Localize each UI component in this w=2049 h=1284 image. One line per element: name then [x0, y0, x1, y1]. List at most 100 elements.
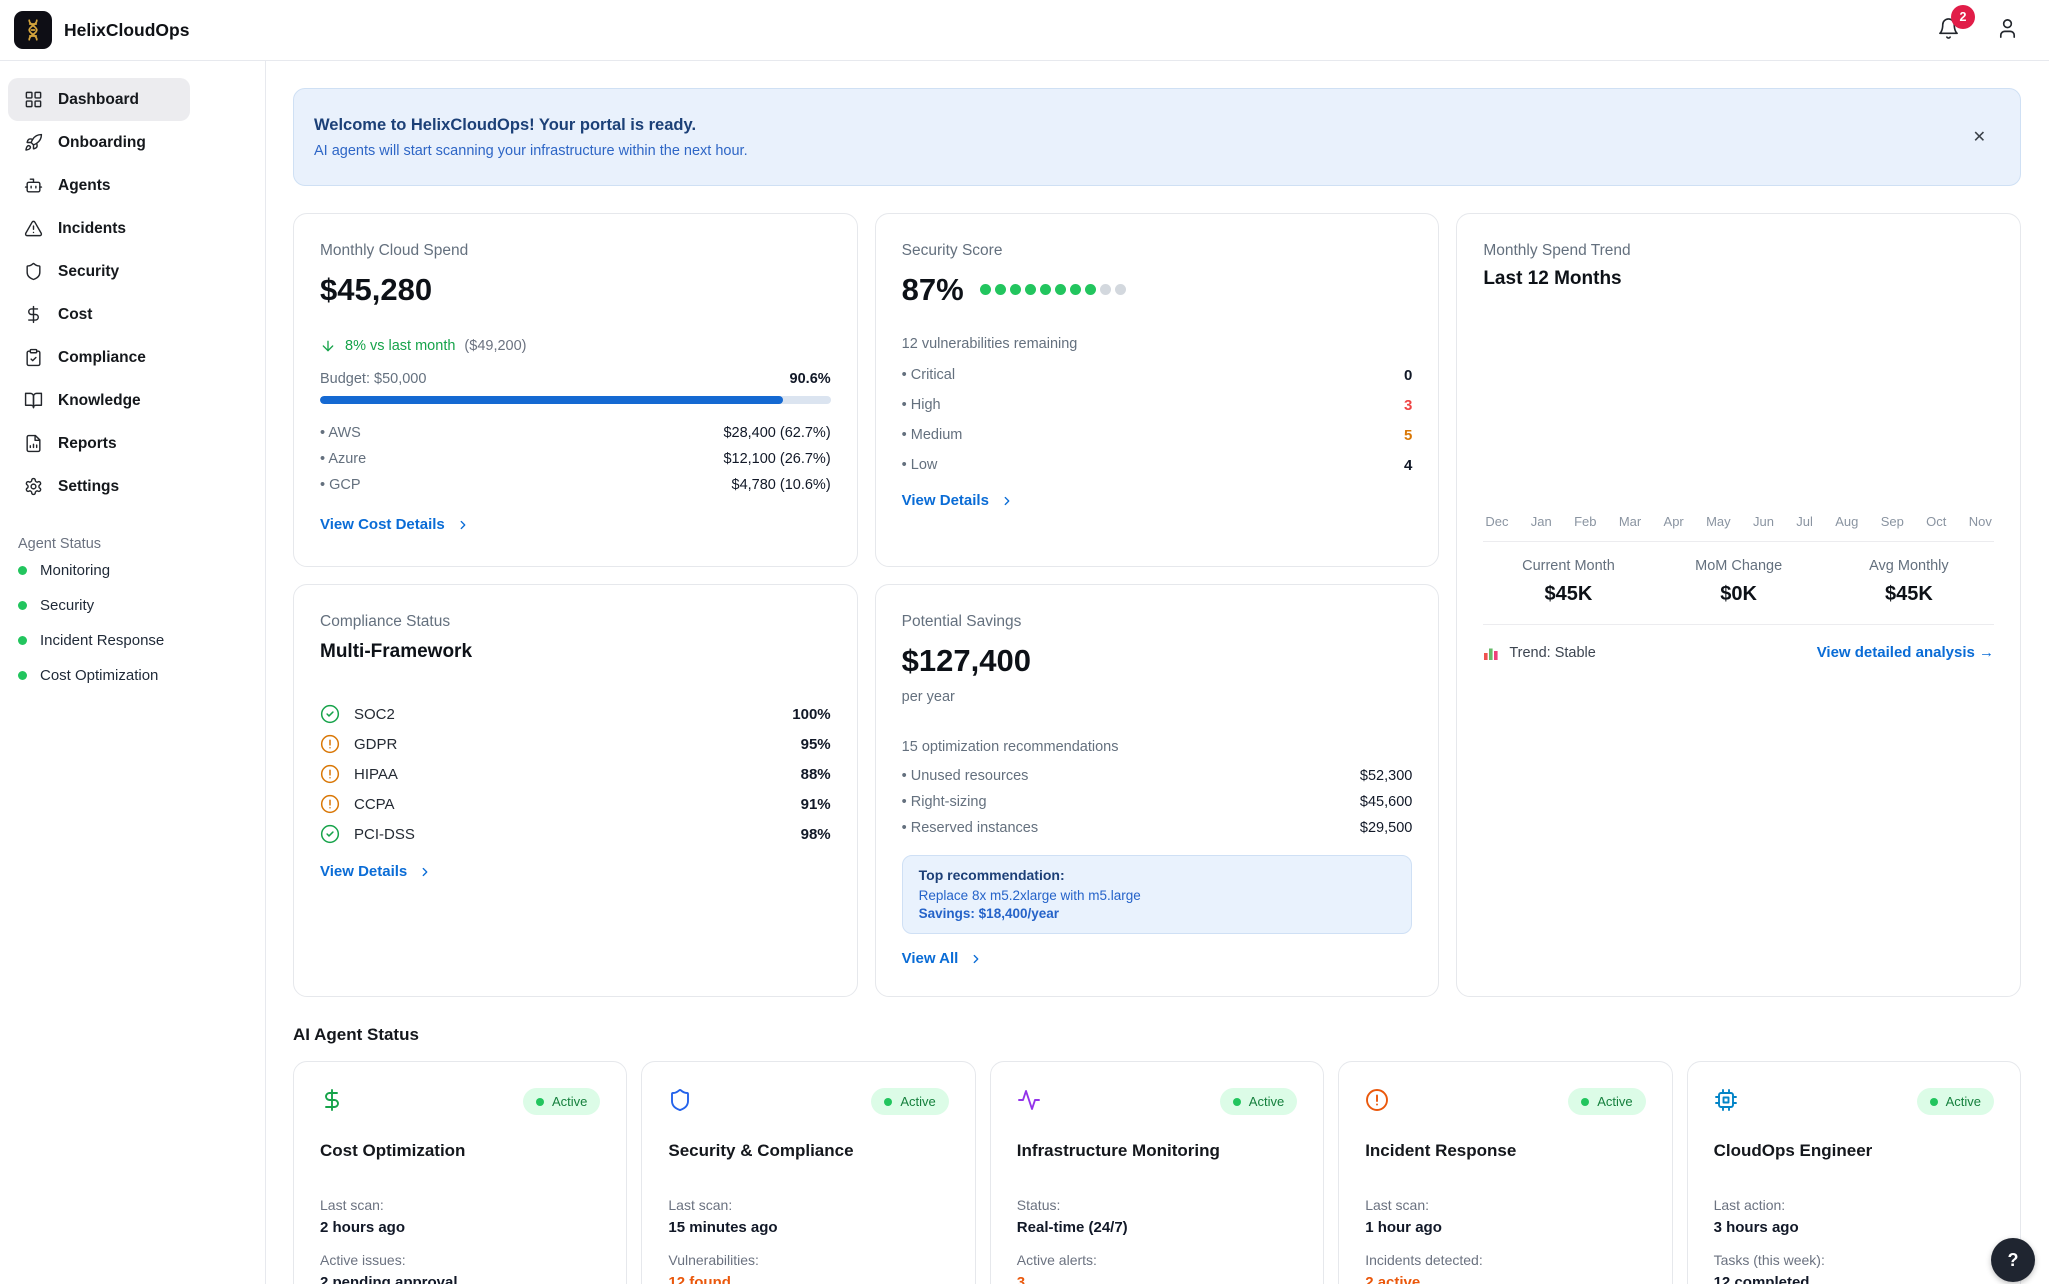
sidebar-item-security[interactable]: Security — [8, 250, 190, 293]
card-title: Monthly Spend Trend — [1483, 242, 1994, 260]
alert-circle-icon — [320, 734, 340, 754]
shield-icon — [24, 262, 43, 281]
trend-status: Trend: Stable — [1483, 645, 1596, 661]
agent-status-incident-response: Incident Response — [8, 623, 265, 657]
green-status-dot — [1930, 1098, 1938, 1106]
cpu-icon — [1714, 1088, 1738, 1112]
sidebar-item-knowledge[interactable]: Knowledge — [8, 379, 190, 422]
security-score-dots — [980, 284, 1126, 295]
user-menu-button[interactable] — [1996, 17, 2019, 43]
recommendation-detail: Replace 8x m5.2xlarge with m5.large — [919, 888, 1396, 903]
recommendation-savings: Savings: $18,400/year — [919, 906, 1396, 921]
main-content: Welcome to HelixCloudOps! Your portal is… — [266, 61, 2049, 1284]
agent-card-infrastructure-monitoring: Active Infrastructure Monitoring Status:… — [990, 1061, 1324, 1284]
sidebar-item-label: Knowledge — [58, 392, 141, 410]
app-title: HelixCloudOps — [64, 20, 189, 41]
dashboard-grid-icon — [24, 90, 43, 109]
card-title: Monthly Cloud Spend — [320, 242, 831, 260]
compliance-row: HIPAA 88% — [320, 759, 831, 789]
trend-x-axis-labels: Dec Jan Feb Mar Apr May Jun Jul Aug Sep … — [1483, 514, 1994, 529]
agent-status-security: Security — [8, 588, 265, 622]
agent-card-incident-response: Active Incident Response Last scan: 1 ho… — [1338, 1061, 1672, 1284]
sidebar-item-dashboard[interactable]: Dashboard — [8, 78, 190, 121]
agent-card-security-compliance: Active Security & Compliance Last scan: … — [641, 1061, 975, 1284]
alert-circle-icon — [1365, 1088, 1389, 1112]
alert-circle-icon — [320, 794, 340, 814]
chevron-right-icon — [1000, 494, 1014, 508]
chevron-right-icon — [969, 952, 983, 966]
view-all-savings-link[interactable]: View All — [902, 950, 984, 967]
spend-delta: 8% vs last month — [345, 338, 455, 354]
trend-stat-mom-change: MoM Change $0K — [1654, 558, 1824, 606]
agent-card-title: CloudOps Engineer — [1714, 1141, 1994, 1161]
monthly-cloud-spend-card: Monthly Cloud Spend $45,280 8% vs last m… — [293, 213, 858, 567]
active-status-badge: Active — [1220, 1088, 1297, 1115]
dollar-icon — [24, 305, 43, 324]
savings-unit: per year — [902, 689, 1413, 705]
sidebar-item-settings[interactable]: Settings — [8, 465, 190, 508]
green-status-dot — [18, 566, 27, 575]
savings-row: Right-sizing $45,600 — [902, 789, 1413, 815]
compliance-row: SOC2 100% — [320, 699, 831, 729]
sidebar-item-incidents[interactable]: Incidents — [8, 207, 190, 250]
active-status-badge: Active — [1917, 1088, 1994, 1115]
sidebar-item-cost[interactable]: Cost — [8, 293, 190, 336]
welcome-banner-title: Welcome to HelixCloudOps! Your portal is… — [314, 116, 748, 135]
welcome-banner-subtitle: AI agents will start scanning your infra… — [314, 143, 748, 159]
trend-stat-avg-monthly: Avg Monthly $45K — [1824, 558, 1994, 606]
green-status-dot — [18, 671, 27, 680]
chevron-right-icon — [418, 865, 432, 879]
dollar-icon — [320, 1088, 344, 1112]
spend-delta-note: ($49,200) — [464, 338, 526, 354]
compliance-status-card: Compliance Status Multi-Framework SOC2 1… — [293, 584, 858, 997]
app-logo — [14, 11, 52, 49]
agent-card-title: Cost Optimization — [320, 1141, 600, 1161]
spend-breakdown-row: Azure $12,100 (26.7%) — [320, 446, 831, 472]
card-title: Security Score — [902, 242, 1413, 260]
view-security-details-link[interactable]: View Details — [902, 492, 1014, 509]
monthly-spend-trend-card: Monthly Spend Trend Last 12 Months Dec J… — [1456, 213, 2021, 997]
top-recommendation-box: Top recommendation: Replace 8x m5.2xlarg… — [902, 855, 1413, 934]
agent-card-title: Security & Compliance — [668, 1141, 948, 1161]
banner-close-icon[interactable]: ✕ — [1973, 127, 1986, 147]
agent-status-cost-optimization: Cost Optimization — [8, 658, 265, 692]
alert-circle-icon — [320, 764, 340, 784]
helix-logo-icon — [20, 17, 46, 43]
view-compliance-details-link[interactable]: View Details — [320, 863, 432, 880]
sidebar-item-label: Settings — [58, 478, 119, 496]
sidebar-item-onboarding[interactable]: Onboarding — [8, 121, 190, 164]
sidebar-item-label: Onboarding — [58, 134, 146, 152]
notification-count-badge: 2 — [1951, 5, 1975, 29]
check-circle-icon — [320, 704, 340, 724]
monthly-spend-value: $45,280 — [320, 272, 831, 308]
agent-card-cost-optimization: Active Cost Optimization Last scan: 2 ho… — [293, 1061, 627, 1284]
compliance-row: CCPA 91% — [320, 789, 831, 819]
gear-icon — [24, 477, 43, 496]
savings-value: $127,400 — [902, 643, 1413, 679]
book-open-icon — [24, 391, 43, 410]
agent-status-heading: Agent Status — [18, 536, 265, 552]
sidebar-item-agents[interactable]: Agents — [8, 164, 190, 207]
sidebar-item-label: Security — [58, 263, 119, 281]
vulnerability-row: High 3 — [902, 390, 1413, 420]
active-status-badge: Active — [1568, 1088, 1645, 1115]
arrow-down-icon — [320, 338, 336, 354]
green-status-dot — [1581, 1098, 1589, 1106]
shield-icon — [668, 1088, 692, 1112]
agent-card-title: Incident Response — [1365, 1141, 1645, 1161]
active-status-badge: Active — [871, 1088, 948, 1115]
rocket-icon — [24, 133, 43, 152]
view-cost-details-link[interactable]: View Cost Details — [320, 516, 470, 533]
notifications-button[interactable]: 2 — [1937, 17, 1960, 43]
view-detailed-analysis-link[interactable]: View detailed analysis → — [1817, 644, 1994, 661]
sidebar-item-reports[interactable]: Reports — [8, 422, 190, 465]
savings-row: Reserved instances $29,500 — [902, 815, 1413, 841]
trend-range-label: Last 12 Months — [1483, 268, 1994, 290]
help-button[interactable]: ? — [1991, 1238, 2035, 1282]
sidebar-item-label: Agents — [58, 177, 111, 195]
trend-chart-area — [1483, 290, 1994, 514]
trend-stat-current-month: Current Month $45K — [1483, 558, 1653, 606]
sidebar: Dashboard Onboarding Agents Incidents Se… — [0, 61, 266, 1284]
compliance-row: PCI-DSS 98% — [320, 819, 831, 849]
sidebar-item-compliance[interactable]: Compliance — [8, 336, 190, 379]
